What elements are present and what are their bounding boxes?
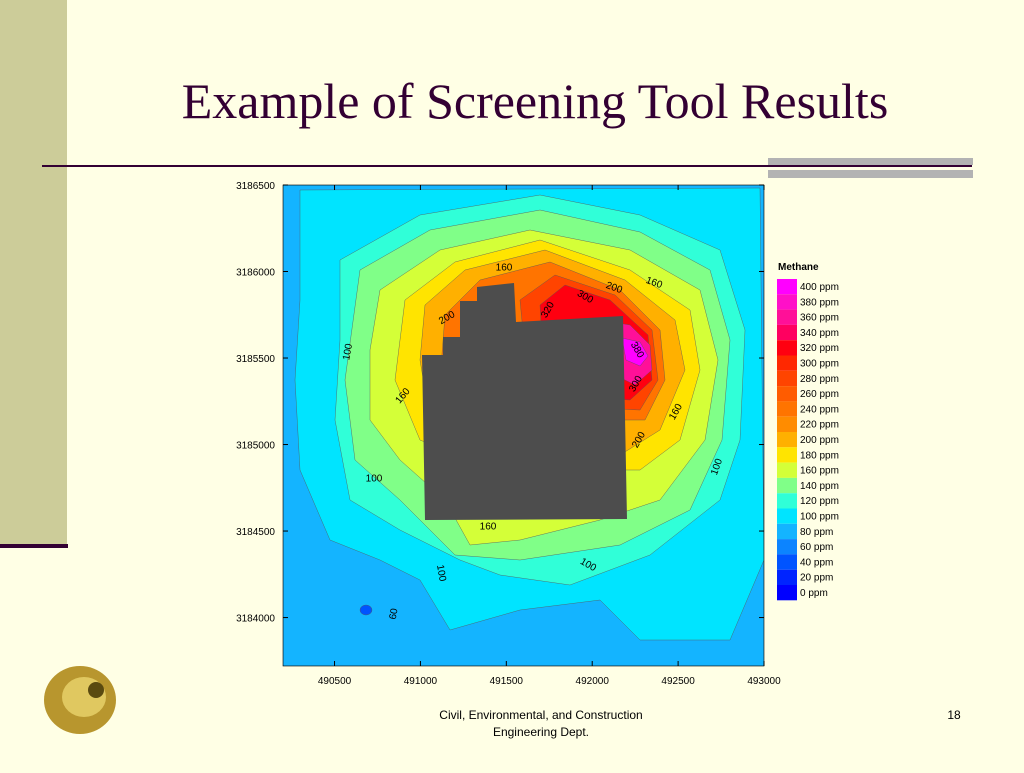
legend-label: 0 ppm [800,588,828,599]
legend-swatch [777,493,797,509]
x-tick-label: 491000 [404,676,438,687]
slide-title: Example of Screening Tool Results [182,73,889,129]
legend-swatch [777,294,797,310]
legend-label: 240 ppm [800,404,839,415]
legend-swatch [777,432,797,448]
page-number: 18 [947,708,961,722]
legend-label: 20 ppm [800,573,833,584]
contour-label: 100 [434,564,448,583]
y-tick-label: 3185500 [236,354,275,365]
x-tick-label: 492000 [576,676,610,687]
legend-label: 160 ppm [800,466,839,477]
legend-swatch [777,508,797,524]
legend-label: 140 ppm [800,481,839,492]
footer: Engineering Dept. [493,725,589,739]
legend-swatch [777,324,797,341]
legend-label: 340 ppm [800,328,839,339]
legend-swatch [777,569,797,585]
small-blob [359,604,373,616]
legend-swatch [777,523,797,540]
y-tick-label: 3185000 [236,441,275,452]
deco-bar [768,170,973,178]
legend-swatch [777,585,797,601]
legend-swatch [777,539,797,555]
legend-swatch [777,401,797,417]
legend-swatch [777,416,797,432]
legend-swatch [777,279,797,295]
contour-label: 100 [366,474,383,485]
legend-swatch [777,340,797,356]
contour-label: 160 [496,263,513,274]
legend-label: 320 ppm [800,343,839,354]
legend-label: 200 ppm [800,435,839,446]
logo [44,666,116,734]
legend-swatch [777,370,797,387]
legend-swatch [777,386,797,402]
axes: 490500 491000 491500 492000 492500 493000 3184… [236,181,839,687]
legend-label: 60 ppm [800,542,833,553]
deco-bar [768,158,973,165]
legend-label: 40 ppm [800,557,833,568]
legend-title: Methane [778,262,819,273]
side-band [0,0,67,546]
legend-label: 220 ppm [800,420,839,431]
contour-label: 100 [341,342,355,361]
y-tick-label: 3186000 [236,268,275,279]
legend-swatch [777,462,797,478]
contour-band [621,337,649,367]
x-tick-label: 493000 [747,676,781,687]
legend-label: 380 ppm [800,297,839,308]
y-tick-label: 3186500 [236,181,275,192]
x-tick-label: 491500 [490,676,524,687]
x-tick-label: 492500 [661,676,695,687]
legend-swatch [777,309,797,325]
plot-frame [282,184,765,667]
legend-label: 80 ppm [800,527,833,538]
y-tick-label: 3184000 [236,614,275,625]
legend-swatch [777,477,797,494]
legend-label: 120 ppm [800,496,839,507]
legend-label: 360 ppm [800,313,839,324]
legend-label: 300 ppm [800,359,839,370]
legend-swatch [777,554,797,570]
legend-label: 280 ppm [800,374,839,385]
legend-swatch [777,355,797,371]
legend-label: 400 ppm [800,282,839,293]
footer: Civil, Environmental, and Construction [439,708,642,722]
contour-label: 60 [388,607,401,620]
x-tick-label: 490500 [318,676,352,687]
contour-label: 160 [480,522,497,533]
y-tick-label: 3184500 [236,527,275,538]
building-footprint [422,283,627,520]
legend-swatch [777,447,797,463]
legend-label: 260 ppm [800,389,839,400]
legend-label: 100 ppm [800,512,839,523]
legend-label: 180 ppm [800,450,839,461]
